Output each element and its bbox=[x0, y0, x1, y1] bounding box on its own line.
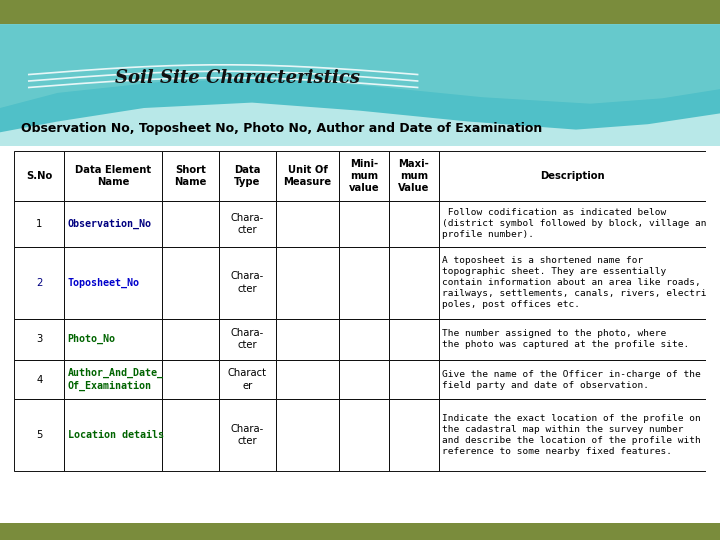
Text: Location details: Location details bbox=[68, 430, 163, 440]
Bar bbox=[219, 201, 276, 247]
Text: Chara-
cter: Chara- cter bbox=[230, 424, 264, 447]
Bar bbox=[162, 400, 219, 471]
Bar bbox=[162, 201, 219, 247]
Bar bbox=[219, 400, 276, 471]
Bar bbox=[14, 151, 64, 201]
Bar bbox=[14, 400, 64, 471]
Text: 1: 1 bbox=[36, 219, 42, 229]
Bar bbox=[389, 201, 438, 247]
Bar bbox=[162, 319, 219, 360]
Bar bbox=[64, 247, 162, 319]
Text: Unit Of
Measure: Unit Of Measure bbox=[284, 165, 331, 187]
Text: Charact
er: Charact er bbox=[228, 368, 267, 391]
Bar bbox=[389, 247, 438, 319]
Text: Data
Type: Data Type bbox=[234, 165, 261, 187]
Text: Toposheet_No: Toposheet_No bbox=[68, 278, 140, 288]
Text: S.No: S.No bbox=[26, 171, 53, 181]
Text: 3: 3 bbox=[36, 334, 42, 344]
Bar bbox=[64, 151, 162, 201]
Text: Observation_No: Observation_No bbox=[68, 219, 152, 229]
Text: Observation No, Toposheet No, Photo No, Author and Date of Examination: Observation No, Toposheet No, Photo No, … bbox=[22, 122, 543, 135]
Bar bbox=[276, 400, 339, 471]
Bar bbox=[64, 201, 162, 247]
Bar bbox=[276, 319, 339, 360]
Bar bbox=[276, 201, 339, 247]
Bar bbox=[64, 319, 162, 360]
Text: Chara-
cter: Chara- cter bbox=[230, 213, 264, 235]
Text: Chara-
cter: Chara- cter bbox=[230, 328, 264, 350]
Bar bbox=[0, 24, 720, 146]
Bar bbox=[0, 0, 720, 24]
Text: Photo_No: Photo_No bbox=[68, 334, 116, 345]
Bar bbox=[219, 360, 276, 400]
Bar bbox=[389, 360, 438, 400]
Text: Mini-
mum
value: Mini- mum value bbox=[348, 159, 379, 193]
Bar bbox=[339, 247, 389, 319]
Text: Chara-
cter: Chara- cter bbox=[230, 272, 264, 294]
Bar bbox=[219, 151, 276, 201]
Bar bbox=[389, 400, 438, 471]
Text: Description: Description bbox=[540, 171, 605, 181]
Text: Short
Name: Short Name bbox=[174, 165, 207, 187]
Bar bbox=[276, 247, 339, 319]
Bar bbox=[438, 247, 706, 319]
Bar bbox=[162, 360, 219, 400]
Text: A toposheet is a shortened name for
topographic sheet. They are essentially
cont: A toposheet is a shortened name for topo… bbox=[442, 256, 713, 309]
Bar bbox=[276, 360, 339, 400]
Bar bbox=[64, 400, 162, 471]
Bar bbox=[339, 151, 389, 201]
Bar bbox=[162, 151, 219, 201]
Bar bbox=[162, 247, 219, 319]
Bar bbox=[438, 400, 706, 471]
Bar bbox=[14, 360, 64, 400]
Bar bbox=[0, 523, 720, 540]
Bar bbox=[339, 400, 389, 471]
Polygon shape bbox=[0, 24, 720, 108]
Bar bbox=[339, 360, 389, 400]
Bar bbox=[389, 319, 438, 360]
Bar bbox=[438, 151, 706, 201]
Text: Follow codification as indicated below
(district symbol followed by block, villa: Follow codification as indicated below (… bbox=[442, 208, 713, 239]
Text: 4: 4 bbox=[36, 375, 42, 384]
Bar bbox=[438, 319, 706, 360]
Text: 5: 5 bbox=[36, 430, 42, 440]
Bar bbox=[276, 151, 339, 201]
Text: Give the name of the Officer in-charge of the
field party and date of observatio: Give the name of the Officer in-charge o… bbox=[442, 369, 701, 390]
Bar bbox=[339, 201, 389, 247]
Bar bbox=[438, 360, 706, 400]
Text: 2: 2 bbox=[36, 278, 42, 288]
Bar bbox=[64, 360, 162, 400]
Bar bbox=[438, 201, 706, 247]
Bar bbox=[14, 201, 64, 247]
Bar bbox=[339, 319, 389, 360]
Bar bbox=[14, 247, 64, 319]
Text: Author_And_Date_
Of_Examination: Author_And_Date_ Of_Examination bbox=[68, 368, 163, 391]
Text: Indicate the exact location of the profile on
the cadastral map within the surve: Indicate the exact location of the profi… bbox=[442, 414, 701, 456]
Bar bbox=[389, 151, 438, 201]
Bar bbox=[219, 247, 276, 319]
Text: Data Element
Name: Data Element Name bbox=[75, 165, 151, 187]
Polygon shape bbox=[0, 24, 720, 132]
Bar bbox=[219, 319, 276, 360]
Bar bbox=[14, 319, 64, 360]
Text: Soil Site Characteristics: Soil Site Characteristics bbox=[115, 69, 360, 87]
Text: Maxi-
mum
Value: Maxi- mum Value bbox=[398, 159, 430, 193]
Text: The number assigned to the photo, where
the photo was captured at the profile si: The number assigned to the photo, where … bbox=[442, 329, 690, 349]
